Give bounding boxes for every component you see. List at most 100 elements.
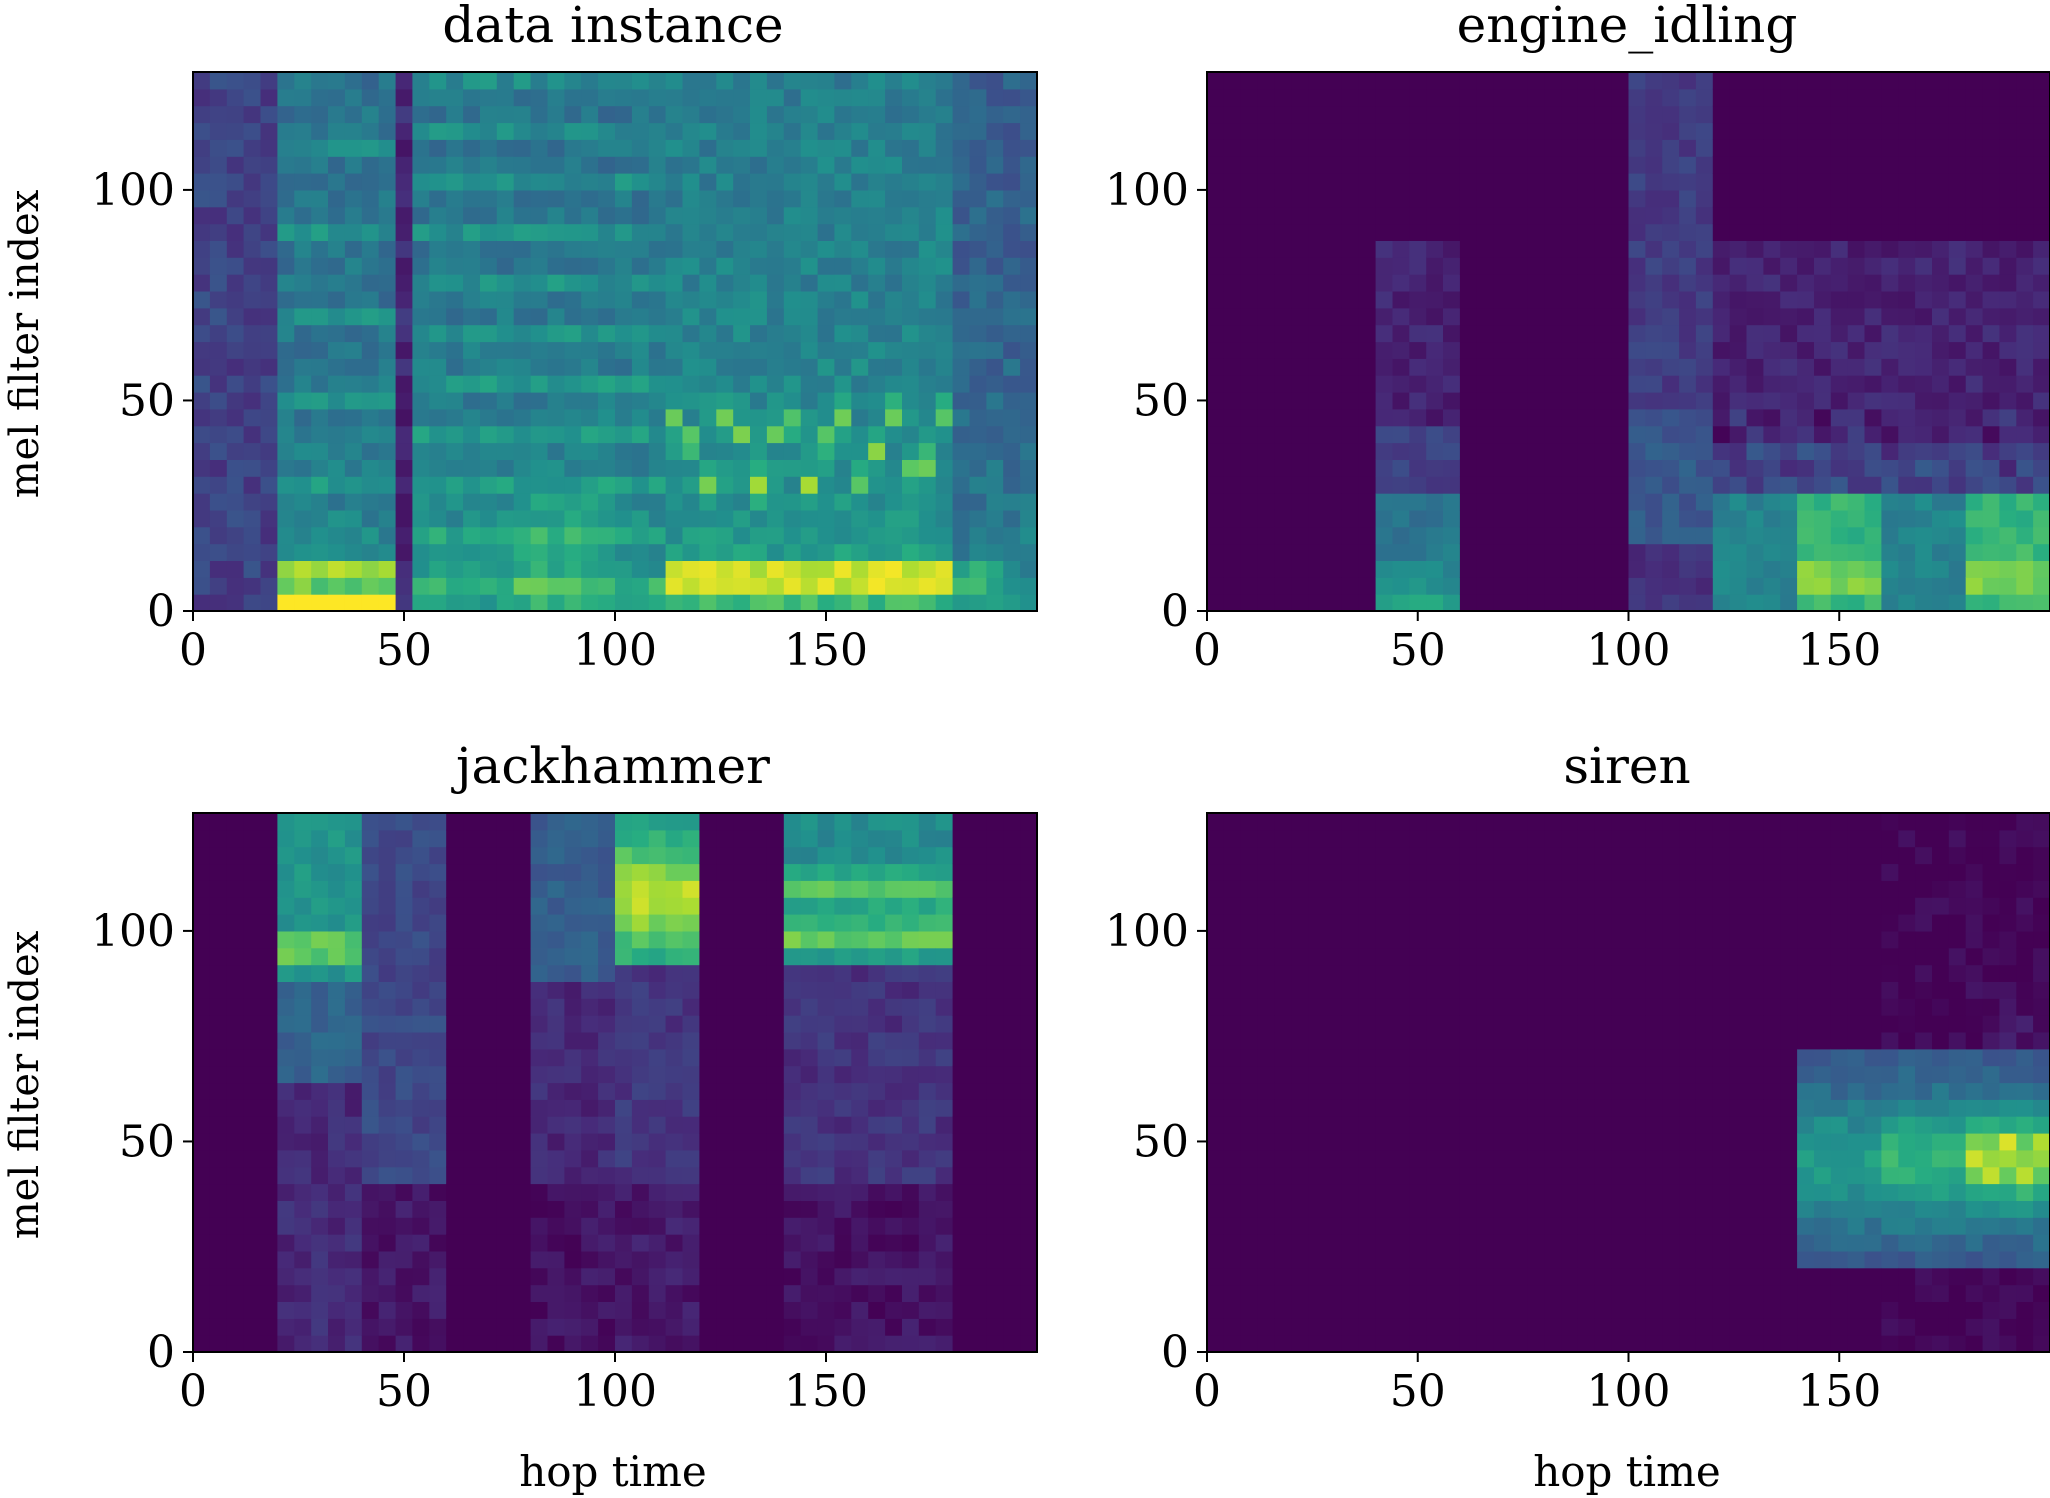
heatmap-cell — [1291, 442, 1309, 460]
heatmap-cell — [311, 1284, 329, 1302]
heatmap-cell — [902, 594, 920, 612]
heatmap-cell — [1830, 526, 1849, 545]
heatmap-cell — [918, 105, 937, 124]
heatmap-cell — [1561, 72, 1579, 90]
heatmap-cell — [1864, 543, 1882, 561]
heatmap-cell — [615, 392, 633, 410]
heatmap-cell — [1207, 1082, 1225, 1100]
heatmap-cell — [294, 1082, 312, 1100]
heatmap-cell — [598, 476, 616, 494]
heatmap-cell — [1257, 543, 1276, 561]
heatmap-cell — [395, 526, 414, 545]
heatmap-cell — [935, 324, 954, 343]
heatmap-cell — [480, 897, 498, 915]
heatmap-cell — [1392, 493, 1410, 511]
heatmap-cell — [631, 156, 650, 174]
heatmap-cell — [1240, 577, 1259, 595]
heatmap-cell — [1207, 1301, 1225, 1319]
heatmap-cell — [1308, 476, 1326, 494]
heatmap-cell — [530, 1166, 549, 1185]
heatmap-cell — [1020, 1116, 1038, 1134]
heatmap-cell — [311, 173, 329, 191]
heatmap-cell — [1948, 223, 1967, 241]
heatmap-cell — [1459, 274, 1478, 292]
heatmap-cell — [1240, 1015, 1259, 1033]
heatmap-cell — [783, 1133, 802, 1151]
heatmap-cell — [615, 156, 633, 174]
heatmap-cell — [361, 274, 380, 292]
heatmap-cell — [885, 257, 903, 275]
heatmap-cell — [480, 156, 498, 174]
heatmap-cell — [1274, 493, 1292, 511]
heatmap-cell — [1763, 392, 1781, 410]
heatmap-cell — [530, 1065, 549, 1084]
heatmap-cell — [361, 358, 380, 376]
heatmap-cell — [1527, 375, 1545, 393]
heatmap-cell — [1527, 442, 1545, 460]
heatmap-cell — [1443, 425, 1461, 444]
heatmap-cell — [834, 1015, 852, 1033]
heatmap-cell — [885, 442, 903, 460]
heatmap-cell — [193, 88, 211, 107]
heatmap-cell — [1020, 1267, 1038, 1286]
heatmap-cell — [1763, 408, 1781, 427]
heatmap-cell — [1325, 358, 1343, 376]
heatmap-cell — [311, 930, 329, 949]
heatmap-cell — [935, 156, 954, 174]
heatmap-cell — [1020, 1015, 1038, 1033]
heatmap-cell — [294, 1200, 312, 1218]
heatmap-cell — [294, 1048, 312, 1067]
heatmap-cell — [1020, 307, 1038, 326]
heatmap-cell — [885, 189, 903, 208]
heatmap-cell — [463, 526, 481, 545]
heatmap-cell — [378, 156, 397, 174]
y-tick-label: 0 — [1161, 586, 1189, 637]
heatmap-cell — [902, 206, 920, 225]
heatmap-cell — [1915, 72, 1933, 90]
heatmap-cell — [277, 189, 295, 208]
heatmap-cell — [480, 206, 498, 225]
heatmap-cell — [716, 88, 734, 107]
heatmap-cell — [615, 981, 633, 999]
heatmap-cell — [412, 1015, 430, 1033]
heatmap-cell — [1341, 408, 1360, 427]
heatmap-cell — [902, 1015, 920, 1033]
heatmap-cell — [1223, 493, 1242, 511]
heatmap-cell — [1240, 425, 1259, 444]
heatmap-cell — [277, 880, 295, 898]
heatmap-cell — [631, 1116, 650, 1134]
heatmap-cell — [1932, 375, 1950, 393]
heatmap-cell — [1628, 257, 1646, 275]
heatmap-cell — [1207, 408, 1225, 427]
heatmap-cell — [513, 577, 532, 595]
heatmap-cell — [935, 1267, 954, 1286]
heatmap-cell — [378, 72, 397, 90]
heatmap-cell — [902, 105, 920, 124]
heatmap-cell — [631, 1082, 650, 1100]
heatmap-cell — [412, 493, 430, 511]
heatmap-cell — [648, 206, 667, 225]
heatmap-cell — [311, 223, 329, 241]
heatmap-cell — [699, 560, 717, 578]
heatmap-cell — [733, 1267, 751, 1286]
heatmap-cell — [1746, 341, 1764, 359]
heatmap-cell — [1898, 408, 1916, 427]
heatmap-cell — [969, 358, 987, 376]
heatmap-cell — [260, 1318, 278, 1336]
heatmap-cell — [766, 1318, 785, 1336]
heatmap-cell — [733, 560, 751, 578]
heatmap-cell — [513, 509, 532, 528]
heatmap-cell — [1611, 122, 1630, 140]
heatmap-cell — [986, 560, 1004, 578]
heatmap-cell — [1544, 358, 1562, 376]
heatmap-cell — [1443, 442, 1461, 460]
heatmap-cell — [1864, 358, 1882, 376]
heatmap-cell — [1695, 493, 1714, 511]
heatmap-cell — [209, 425, 228, 444]
heatmap-cell — [193, 1234, 211, 1252]
heatmap-cell — [1257, 105, 1276, 124]
heatmap-cell — [1662, 358, 1680, 376]
heatmap-cell — [817, 105, 836, 124]
heatmap-cell — [193, 577, 211, 595]
